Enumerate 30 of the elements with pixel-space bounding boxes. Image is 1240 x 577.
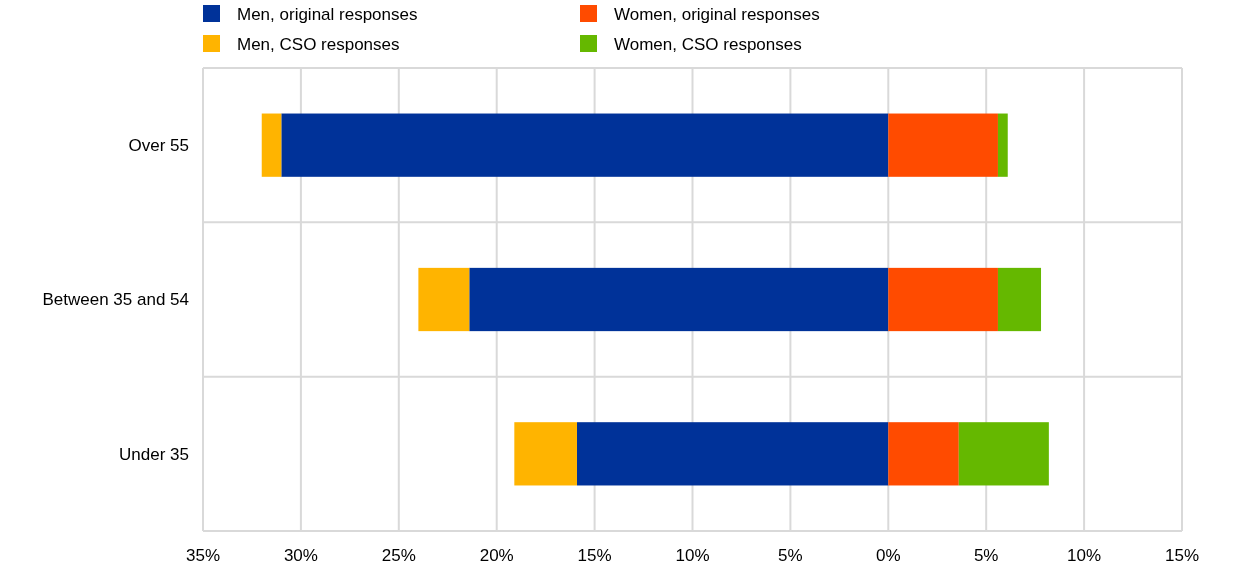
bar — [997, 267, 1042, 332]
bar — [514, 422, 577, 486]
y-tick-label: Between 35 and 54 — [42, 290, 189, 310]
bar — [261, 113, 282, 177]
bar — [576, 422, 889, 486]
x-tick-label: 10% — [675, 546, 710, 565]
bar — [888, 422, 959, 486]
x-tick-label: 20% — [479, 546, 514, 565]
x-tick-label: 5% — [973, 546, 999, 565]
bar — [418, 267, 470, 332]
legend-label: Women, CSO responses — [614, 34, 802, 54]
x-tick-label: 30% — [283, 546, 318, 565]
x-tick-label: 15% — [577, 546, 612, 565]
legend-label: Women, original responses — [614, 4, 820, 24]
x-tick-label: 35% — [185, 546, 221, 565]
x-tick-label: 15% — [1164, 546, 1200, 565]
legend-label: Men, original responses — [237, 4, 418, 24]
x-tick-label: 25% — [381, 546, 416, 565]
bar — [958, 422, 1049, 486]
y-tick-label: Under 35 — [119, 444, 189, 464]
bar — [997, 113, 1008, 177]
bar — [469, 267, 889, 332]
legend-label: Men, CSO responses — [237, 34, 400, 54]
bar — [888, 113, 998, 177]
bar — [888, 267, 998, 332]
x-tick-label: 0% — [876, 546, 901, 565]
x-tick-label: 10% — [1067, 546, 1102, 565]
x-tick-label: 5% — [778, 546, 803, 565]
y-tick-label: Over 55 — [128, 136, 189, 156]
bar — [281, 113, 889, 177]
